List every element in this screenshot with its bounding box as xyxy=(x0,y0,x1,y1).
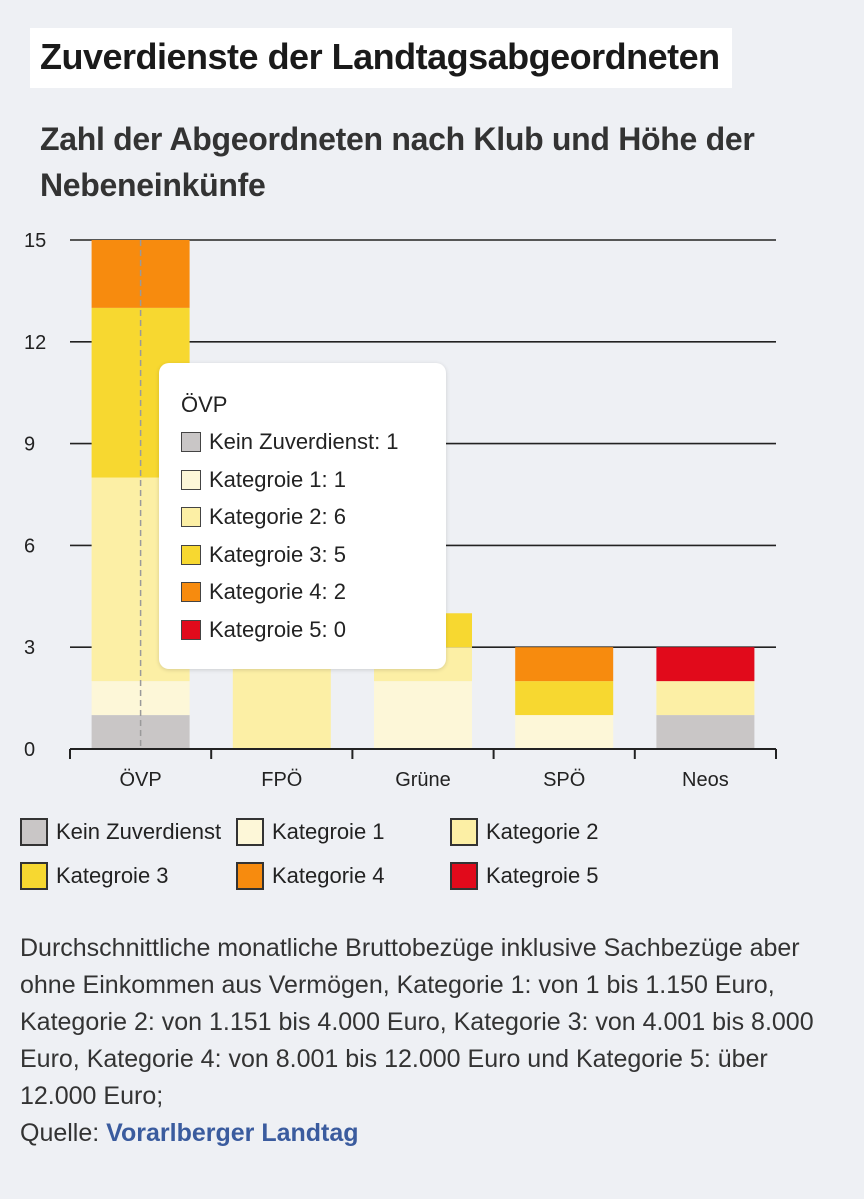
legend-item[interactable]: Kategroie 1 xyxy=(236,818,385,846)
tooltip-row: Kategroie 5: 0 xyxy=(181,617,346,643)
tooltip-swatch xyxy=(181,544,201,565)
tooltip-swatch xyxy=(181,432,201,452)
chart-title: Zuverdienste der Landtagsabgeordneten xyxy=(40,36,720,77)
legend-swatch xyxy=(236,862,264,890)
tooltip-label: Kategroie 5: 0 xyxy=(209,616,346,642)
x-tick-label: FPÖ xyxy=(261,769,302,791)
x-tick-label: ÖVP xyxy=(119,769,161,791)
y-tick-label: 12 xyxy=(24,332,46,354)
bar-segment[interactable] xyxy=(656,681,755,716)
legend-swatch xyxy=(20,862,48,890)
legend-swatch xyxy=(20,818,48,846)
tooltip-swatch xyxy=(181,469,201,490)
legend-item[interactable]: Kategroie 3 xyxy=(20,862,169,890)
tooltip-row: Kategroie 1: 1 xyxy=(181,467,346,493)
source-link[interactable]: Vorarlberger Landtag xyxy=(106,1119,359,1147)
legend-label: Kein Zuverdienst xyxy=(56,819,222,844)
footnote: Durchschnittliche monatliche Bruttobezüg… xyxy=(20,930,850,1152)
y-tick-label: 3 xyxy=(24,637,35,659)
legend-label: Kategorie 4 xyxy=(272,863,385,888)
legend-swatch xyxy=(236,818,264,846)
legend-item[interactable]: Kategroie 5 xyxy=(450,862,599,890)
x-tick-label: SPÖ xyxy=(543,769,585,791)
y-tick-label: 0 xyxy=(24,739,35,761)
bar-segment[interactable] xyxy=(656,647,755,682)
bar-segment[interactable] xyxy=(656,715,755,749)
tooltip-label: Kategroie 3: 5 xyxy=(209,541,346,567)
tooltip-row: Kein Zuverdienst: 1 xyxy=(181,429,399,455)
legend-swatch xyxy=(450,862,478,890)
tooltip-swatch xyxy=(181,619,201,640)
chart-tooltip: ÖVP Kein Zuverdienst: 1 Kategroie 1: 1 Kat… xyxy=(159,363,446,669)
tooltip-swatch xyxy=(181,507,201,527)
legend-item[interactable]: Kategorie 4 xyxy=(236,862,385,890)
tooltip-row: Kategroie 3: 5 xyxy=(181,542,346,568)
tooltip-label: Kein Zuverdienst: 1 xyxy=(209,429,399,454)
tooltip-label: Kategorie 4: 2 xyxy=(209,579,346,604)
x-tick-label: Neos xyxy=(682,769,729,791)
legend-label: Kategroie 5 xyxy=(486,863,599,888)
legend-label: Kategroie 3 xyxy=(56,863,169,888)
title-box: Zuverdienste der Landtagsabgeordneten xyxy=(30,28,732,88)
legend-item[interactable]: Kategorie 2 xyxy=(450,818,599,846)
footnote-text: Durchschnittliche monatliche Bruttobezüg… xyxy=(20,934,814,1110)
tooltip-label: Kategroie 1: 1 xyxy=(209,466,346,492)
tooltip-swatch xyxy=(181,582,201,602)
x-tick-label: Grüne xyxy=(395,769,451,791)
source-prefix: Quelle: xyxy=(20,1119,100,1147)
y-tick-label: 9 xyxy=(24,434,35,456)
bar-segment[interactable] xyxy=(515,647,614,682)
chart-subtitle: Zahl der Abgeordneten nach Klub und Höhe… xyxy=(40,121,755,203)
tooltip-row: Kategorie 4: 2 xyxy=(181,579,346,605)
bar-segment[interactable] xyxy=(515,715,614,749)
y-tick-label: 6 xyxy=(24,535,35,557)
tooltip-title: ÖVP xyxy=(181,392,228,417)
bar-segment[interactable] xyxy=(91,681,190,716)
legend-label: Kategorie 2 xyxy=(486,819,599,844)
legend-label: Kategroie 1 xyxy=(272,819,385,844)
bar-segment[interactable] xyxy=(515,681,614,716)
legend-swatch xyxy=(450,818,478,846)
legend-item[interactable]: Kein Zuverdienst xyxy=(20,818,221,846)
bar-segment[interactable] xyxy=(374,681,472,749)
y-tick-label: 15 xyxy=(24,230,46,252)
tooltip-row: Kategorie 2: 6 xyxy=(181,504,346,530)
tooltip-label: Kategorie 2: 6 xyxy=(209,504,346,529)
